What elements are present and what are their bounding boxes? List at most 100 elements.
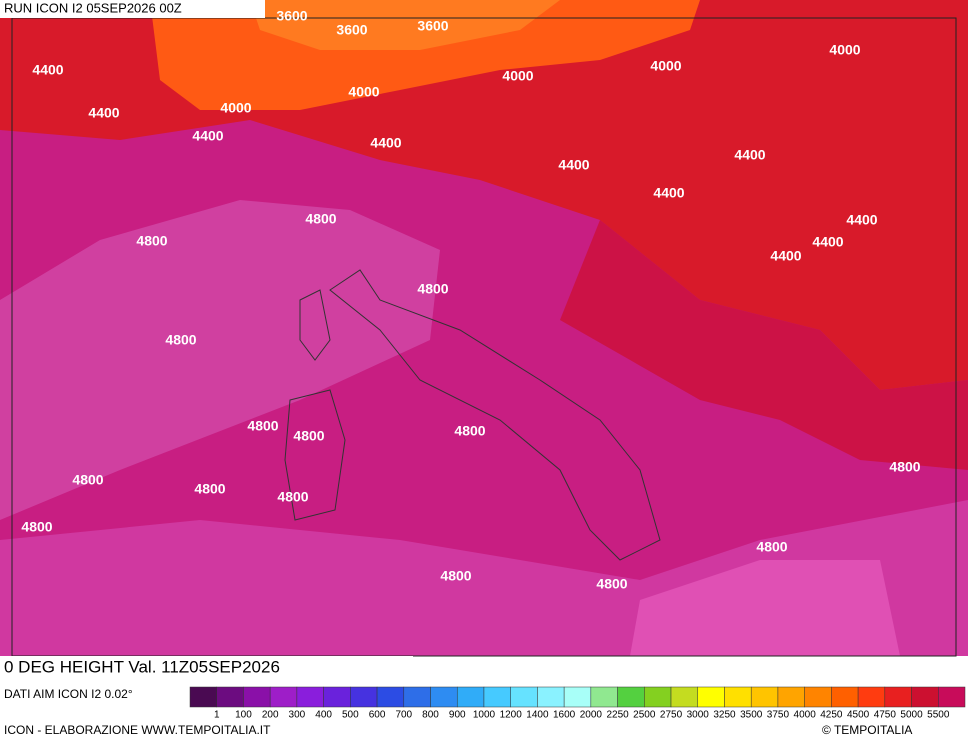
source: DATI AIM ICON I2 0.02° [4,687,133,701]
contour-label: 4400 [770,248,801,264]
coastline [284,269,661,561]
legend-label: 1000 [473,710,496,721]
contour-label: 4800 [165,332,196,348]
copyright: © TEMPOITALIA [822,723,912,737]
legend-swatch [563,686,592,708]
legend-label: 4250 [820,710,843,721]
legend-swatch [323,686,351,708]
contour-label: 4800 [194,481,225,497]
legend-label: 600 [369,710,386,721]
header-box [0,0,265,18]
contour-label: 4400 [370,135,401,151]
contour-label: 4400 [558,157,589,173]
legend-swatch [777,686,805,708]
legend-label: 300 [289,710,306,721]
contour-label: 3600 [336,22,367,38]
legend-swatch [724,686,752,708]
legend-label: 3000 [687,710,710,721]
legend-swatch [189,686,217,708]
cool-field [0,200,440,520]
contour-label: 4800 [889,459,920,475]
contour-label: 3600 [417,18,448,34]
contour-label: 4400 [846,212,877,228]
legend-swatch [510,686,538,708]
legend-swatch [750,686,779,708]
legend-swatch [403,686,431,708]
legend-label: 1200 [500,710,523,721]
legend-label: 2500 [633,710,656,721]
legend-swatch [670,686,699,708]
contour-label: 4800 [21,519,52,535]
legend-label: 5000 [900,710,923,721]
mid-band [560,220,968,470]
contour-label: 4000 [650,58,681,74]
run-label: RUN ICON I2 05SEP2026 00Z [4,0,182,15]
map-frame [11,17,957,657]
contour-label: 3600 [276,8,307,24]
legend-label: 500 [342,710,359,721]
contour-label: 4800 [596,576,627,592]
contour-label: 4400 [32,62,63,78]
contour-label: 4000 [829,42,860,58]
contour-label: 4800 [454,423,485,439]
legend-swatch [430,686,458,708]
legend-swatch [269,686,298,708]
legend-swatch [376,686,405,708]
contour-label: 4800 [293,428,324,444]
legend-swatch [857,686,886,708]
legend-swatch [296,686,324,708]
legend-label: 3250 [713,710,736,721]
legend-label: 4750 [874,710,897,721]
legend-swatch [644,686,672,708]
legend-label: 200 [262,710,279,721]
legend-swatch [350,686,378,708]
legend-swatch [617,686,645,708]
contour-label: 4800 [247,418,278,434]
contour-label: 4000 [220,100,251,116]
legend-swatch [456,686,485,708]
legend-label: 1 [214,710,220,721]
legend-swatch [938,686,966,708]
legend-swatch [590,686,618,708]
legend-label: 3750 [767,710,790,721]
contour-label: 4000 [502,68,533,84]
legend-swatch [537,686,565,708]
legend-swatch [884,686,912,708]
legend-swatch [911,686,939,708]
contour-label: 4400 [192,128,223,144]
legend-label: 3500 [740,710,763,721]
legend-label: 5500 [927,710,950,721]
orange-core [250,0,560,50]
legend-swatch [831,686,859,708]
legend-swatch [697,686,725,708]
legend-label: 700 [395,710,412,721]
legend-label: 4500 [847,710,870,721]
contour-label: 4400 [812,234,843,250]
legend-label: 900 [449,710,466,721]
contour-label: 4400 [734,147,765,163]
color-legend: 1 100 200 300 400 500 600 700 800 900 1000 1200 1400… [189,686,966,721]
legend-label: 2000 [580,710,603,721]
legend-label: 4000 [794,710,817,721]
legend-label: 2250 [606,710,629,721]
legend-label: 400 [315,710,332,721]
legend-swatch [216,686,244,708]
credit: ICON - ELABORAZIONE WWW.TEMPOITALIA.IT [4,723,271,737]
legend-label: 1400 [526,710,549,721]
light-patch [630,560,900,656]
contour-label: 4800 [277,489,308,505]
legend-label: 2750 [660,710,683,721]
contour-label: 4800 [305,211,336,227]
legend-swatch [483,686,511,708]
contour-label: 4800 [417,281,448,297]
legend-label: 100 [235,710,252,721]
legend-label: 800 [422,710,439,721]
contour-label: 4000 [348,84,379,100]
legend-swatch [804,686,832,708]
legend-label: 1600 [553,710,576,721]
contour-label: 4800 [136,233,167,249]
contour-label: 4800 [72,472,103,488]
